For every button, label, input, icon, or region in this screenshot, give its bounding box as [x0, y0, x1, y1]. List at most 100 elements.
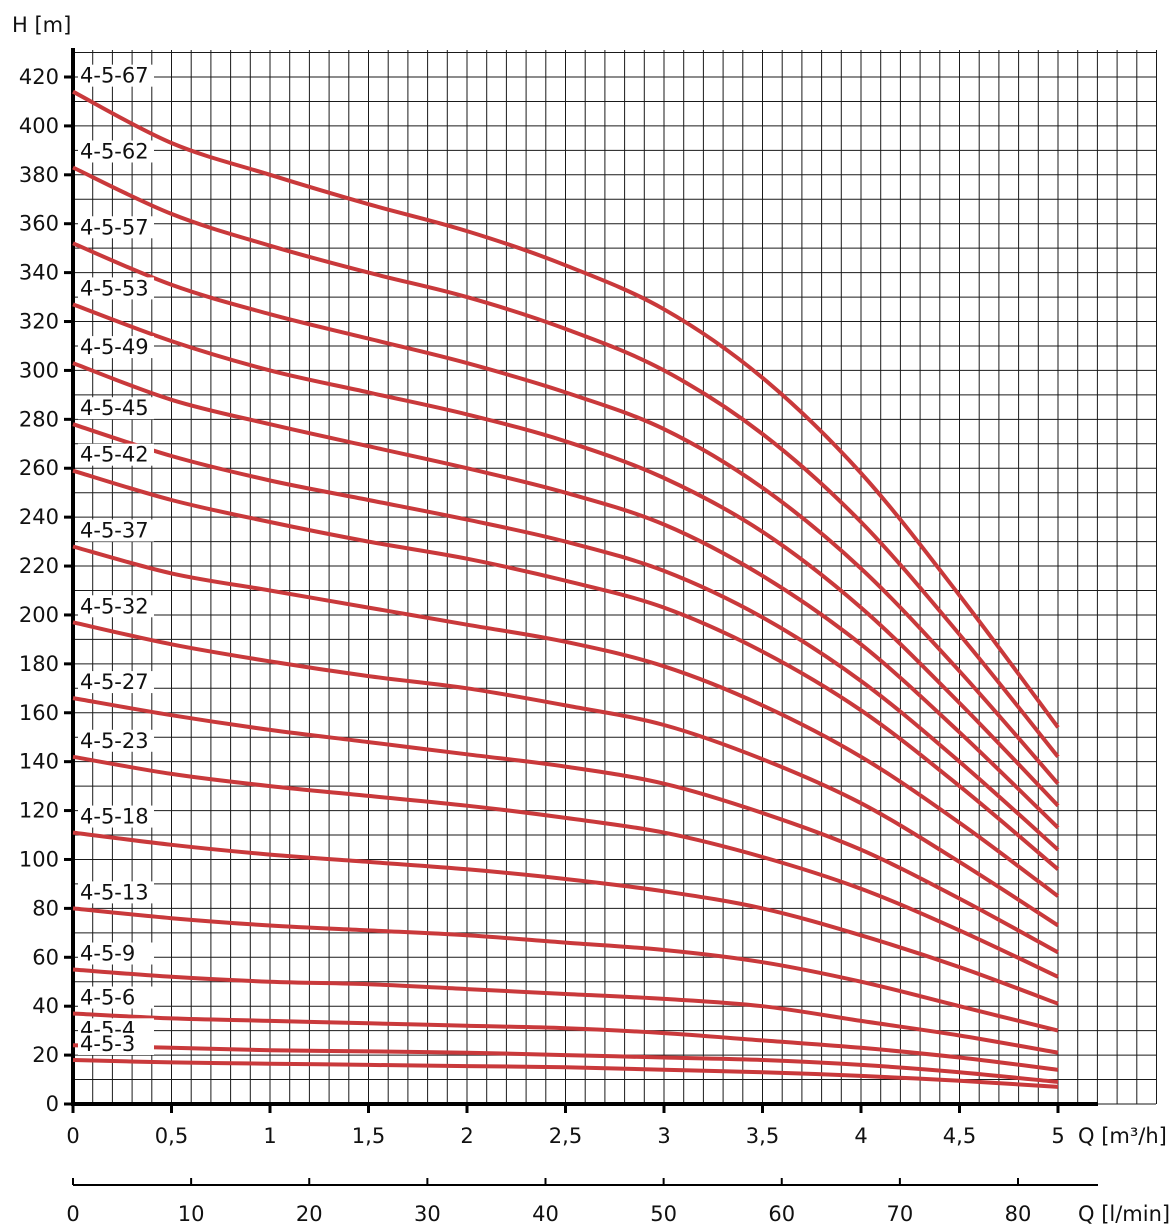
y-tick-label: 240: [19, 505, 59, 529]
y-tick-label: 120: [19, 799, 59, 823]
curve-label-4-5-49: 4-5-49: [80, 335, 149, 359]
series-line-4-5-23: [72, 754, 1059, 979]
y-tick-label: 180: [19, 652, 59, 676]
curve-label-4-5-6: 4-5-6: [80, 986, 135, 1010]
curve-label-4-5-53: 4-5-53: [80, 276, 149, 300]
curve-label-4-5-9: 4-5-9: [80, 942, 135, 966]
curve-label-bg: [78, 986, 154, 1009]
series-line-4-5-4: [72, 1043, 1059, 1084]
curve-label-4-5-67: 4-5-67: [80, 64, 149, 88]
y-tick-label: 420: [19, 65, 59, 89]
x-tick-label: 3,5: [746, 1124, 779, 1148]
y-tick-label: 100: [19, 847, 59, 871]
series-line-4-5-49: [72, 361, 1060, 830]
series-line-4-5-27: [72, 696, 1059, 955]
curve-label-4-5-37: 4-5-37: [80, 518, 149, 542]
curve-label-bg: [78, 277, 154, 300]
x-tick-label: 3: [657, 1124, 670, 1148]
curve-label-bg: [78, 140, 154, 163]
y-tick-label: 360: [19, 212, 59, 236]
series-line-4-5-13: [72, 906, 1059, 1033]
curve-label-bg: [78, 881, 154, 904]
x-tick-label: 0,5: [155, 1124, 188, 1148]
x-tick-label: 1,5: [352, 1124, 385, 1148]
x2-tick-label: 30: [414, 1202, 441, 1226]
y-tick-label: 400: [19, 114, 59, 138]
y-tick-label: 60: [32, 945, 59, 969]
x-tick-label: 5: [1051, 1124, 1064, 1148]
x2-tick-label: 70: [887, 1202, 914, 1226]
y-tick-label: 340: [19, 261, 59, 285]
x-tick-label: 1: [263, 1124, 276, 1148]
curve-label-bg: [78, 443, 154, 466]
x2-tick-label: 20: [296, 1202, 323, 1226]
curve-label-4-5-57: 4-5-57: [80, 215, 149, 239]
series-line-4-5-9: [72, 967, 1059, 1055]
curve-label-4-5-18: 4-5-18: [80, 805, 149, 829]
curve-labels: 4-5-67 4-5-62 4-5-57 4-5-53 4-5-49 4-5-45 4-5-…: [78, 64, 154, 1056]
tick-labels: 0204060801001201401601802002202402602803…: [19, 65, 1065, 1226]
series-line-4-5-42: [72, 468, 1060, 871]
y-tick-label: 220: [19, 554, 59, 578]
x-tick-label: 2: [460, 1124, 473, 1148]
axes: [64, 48, 1098, 1186]
y-tick-label: 280: [19, 407, 59, 431]
curve-label-4-5-42: 4-5-42: [80, 443, 149, 467]
y-tick-label: 80: [32, 896, 59, 920]
x2-tick-label: 80: [1005, 1202, 1032, 1226]
curve-label-bg: [78, 942, 154, 965]
x2-tick-label: 0: [66, 1202, 79, 1226]
curve-label-4-5-45: 4-5-45: [80, 396, 149, 420]
curve-label-bg: [78, 805, 154, 828]
y-tick-label: 140: [19, 750, 59, 774]
curve-label-bg: [78, 729, 154, 752]
y-tick-label: 160: [19, 701, 59, 725]
series-line-4-5-37: [72, 544, 1060, 898]
grid: [72, 50, 1157, 1105]
curve-label-bg: [78, 595, 154, 618]
curve-label-4-5-62: 4-5-62: [80, 139, 149, 163]
x-axis-title: Q [m³/h]: [1078, 1124, 1167, 1148]
series-line-4-5-53: [72, 302, 1060, 808]
curve-label-bg: [78, 64, 154, 87]
series-line-4-5-6: [72, 1011, 1059, 1072]
x2-tick-label: 60: [768, 1202, 795, 1226]
series-line-4-5-3: [72, 1058, 1059, 1089]
y-tick-label: 40: [32, 994, 59, 1018]
series-line-4-5-67: [72, 89, 1060, 729]
series-line-4-5-18: [72, 830, 1059, 1006]
y-axis-title: H [m]: [12, 13, 71, 37]
series-line-4-5-45: [72, 422, 1060, 852]
y-tick-label: 0: [46, 1092, 59, 1116]
y-tick-label: 20: [32, 1043, 59, 1067]
curve-label-bg: [78, 336, 154, 359]
curve-label-bg: [78, 671, 154, 694]
y-tick-label: 320: [19, 310, 59, 334]
curve-label-4-5-13: 4-5-13: [80, 880, 149, 904]
curve-label-bg: [78, 216, 154, 239]
curves: [72, 89, 1060, 1089]
y-tick-label: 300: [19, 358, 59, 382]
x-tick-label: 4,5: [943, 1124, 976, 1148]
curve-label-4-5-23: 4-5-23: [80, 729, 149, 753]
series-line-4-5-32: [72, 620, 1060, 928]
x2-tick-label: 50: [650, 1202, 677, 1226]
series-line-4-5-57: [72, 241, 1060, 786]
y-tick-label: 200: [19, 603, 59, 627]
y-tick-label: 260: [19, 456, 59, 480]
curve-label-bg: [78, 1032, 154, 1055]
curve-label-4-5-3: 4-5-3: [80, 1032, 135, 1056]
x-tick-label: 4: [854, 1124, 867, 1148]
x2-tick-label: 10: [178, 1202, 205, 1226]
x2-tick-label: 40: [532, 1202, 559, 1226]
curve-label-bg: [78, 397, 154, 420]
y-tick-label: 380: [19, 163, 59, 187]
x-tick-label: 0: [66, 1124, 79, 1148]
x-tick-label: 2,5: [549, 1124, 582, 1148]
curve-label-4-5-27: 4-5-27: [80, 670, 149, 694]
x2-axis-title: Q [l/min]: [1078, 1202, 1170, 1226]
series-line-4-5-62: [72, 165, 1060, 759]
curve-label-4-5-32: 4-5-32: [80, 594, 149, 618]
curve-label-bg: [78, 519, 154, 542]
